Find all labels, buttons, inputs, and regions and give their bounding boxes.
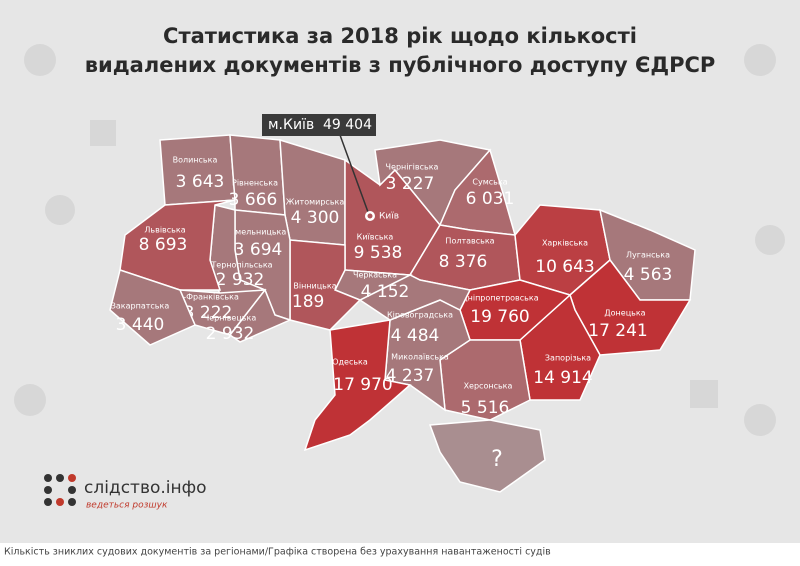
region-name: Миколаївська [391,353,449,362]
region-name: Чернігівська [386,163,439,172]
region-value: 8 376 [439,252,488,272]
kyiv-marker-label: Київ [379,212,399,222]
region-name: Чернівецька [204,314,257,323]
region-name: Луганська [626,251,670,260]
region-value: 14 914 [533,368,592,388]
region-name: Херсонська [464,382,513,391]
caption: Кількість зниклих судових документів за … [4,547,551,558]
region-name: Полтавська [445,237,494,246]
kyiv-city-name: м.Київ [268,117,314,133]
region-value: 4 563 [624,265,673,285]
caption-strip [0,543,800,562]
region-value: 2 932 [206,324,255,344]
background-icons [14,44,785,436]
map: Волинська 3 643 Рівненська 3 666 Житомирська… [109,134,696,452]
region-name: Хмельницька [230,228,287,237]
region-value: 17 241 [588,321,647,341]
region-name: Львівська [144,226,185,235]
region-name: Вінницька [293,282,336,291]
region-value: 10 643 [535,257,594,277]
region-value: 3 643 [176,172,225,192]
region-name: Київська [357,233,394,242]
region-name: Житомирська [286,198,345,207]
region-value: 3 666 [229,190,278,210]
crimea-label: ? [491,447,503,472]
region-value: 8 693 [139,235,188,255]
region-name: Рівненська [232,179,278,188]
region-value: 4 237 [386,366,435,386]
kyiv-city-value: 49 404 [323,117,372,133]
region-value: 3 440 [116,315,165,335]
region-name: Запорізька [545,354,591,363]
logo-name: слідство.інфо [84,478,207,498]
region-value: 5 516 [461,398,510,418]
region-name: Кіровоградська [387,311,453,320]
region-value: 19 760 [470,307,529,327]
region-name: Одеська [332,358,368,367]
logo-dots [44,474,76,506]
region-value: 4 300 [291,208,340,228]
region-name: Тернопільська [210,261,272,270]
region-value: 4 152 [361,282,410,302]
region-value: 6 031 [466,189,515,209]
region [109,269,196,346]
title-line: видалених документів з публічного доступ… [85,53,716,77]
region-value: 9 538 [354,243,403,263]
region [119,199,236,291]
callout-line [339,134,369,213]
region-name: Черкаська [353,271,397,280]
region-value: 17 970 [333,375,392,395]
region [159,134,236,206]
logo-tagline: ведеться розшук [86,501,168,511]
region-value: 2 932 [216,270,265,290]
title-line: Статистика за 2018 рік щодо кількості [163,24,637,48]
region-name: Івано-Франківська [161,293,239,302]
region-value: 3 222 [184,303,233,323]
region-value: 3 694 [234,240,283,260]
region [289,239,362,331]
region-value: 3 227 [386,174,435,194]
region-name: Донецька [604,309,645,318]
region-name: Сумська [472,178,507,187]
region-name: Закарпатська [111,302,170,311]
region-name: Харківська [542,239,588,248]
region [303,319,412,452]
region-value: 4 484 [391,326,440,346]
region [228,288,293,343]
crimea [428,419,546,493]
region-name: Волинська [173,156,218,165]
kyiv-marker-dot [367,213,373,219]
region-name: Дніпропетровська [461,294,538,303]
callout-box [262,114,376,136]
